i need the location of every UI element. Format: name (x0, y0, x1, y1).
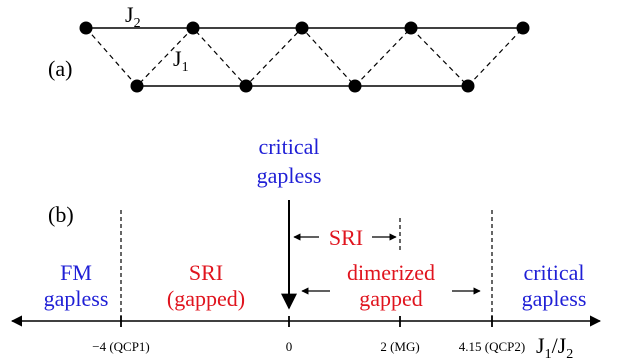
site (130, 79, 144, 93)
fm-gapless-line2: gapless (44, 286, 109, 311)
sri-gapped-line2: (gapped) (167, 286, 245, 311)
sri-gapped-line1: SRI (189, 260, 223, 285)
zigzag-ladder (79, 21, 530, 93)
lattice-sites (79, 21, 530, 93)
j1-label: J1 (173, 46, 189, 75)
site (79, 21, 93, 35)
axis-label: J1/J2 (536, 333, 573, 362)
dimerized-line1: dimerized (347, 260, 435, 285)
site (461, 79, 475, 93)
dimerized-gapped-line2: gapped (359, 286, 423, 311)
site (186, 21, 200, 35)
tick-label-qcp1: −4 (QCP1) (92, 339, 150, 354)
panel-b-label: (b) (48, 202, 74, 227)
site (348, 79, 362, 93)
tick-label-mg: 2 (MG) (380, 339, 419, 354)
sri-short-label: SRI (329, 225, 363, 250)
critical-gapless-right-line1: critical (523, 260, 584, 285)
tick-label-zero: 0 (286, 339, 293, 354)
critical-gapless-right-line2: gapless (522, 286, 587, 311)
j2-label: J2 (125, 2, 141, 31)
tick-label-qcp2: 4.15 (QCP2) (459, 339, 525, 354)
critical-gapless-top-line2: gapless (257, 163, 322, 188)
site (239, 79, 253, 93)
site (404, 21, 418, 35)
site (295, 21, 309, 35)
site (516, 21, 530, 35)
critical-gapless-top-line1: critical (258, 134, 319, 159)
j1-zigzag-bonds (85, 27, 524, 87)
panel-a-label: (a) (48, 56, 72, 81)
fm-gapless-line1: FM (60, 260, 92, 285)
